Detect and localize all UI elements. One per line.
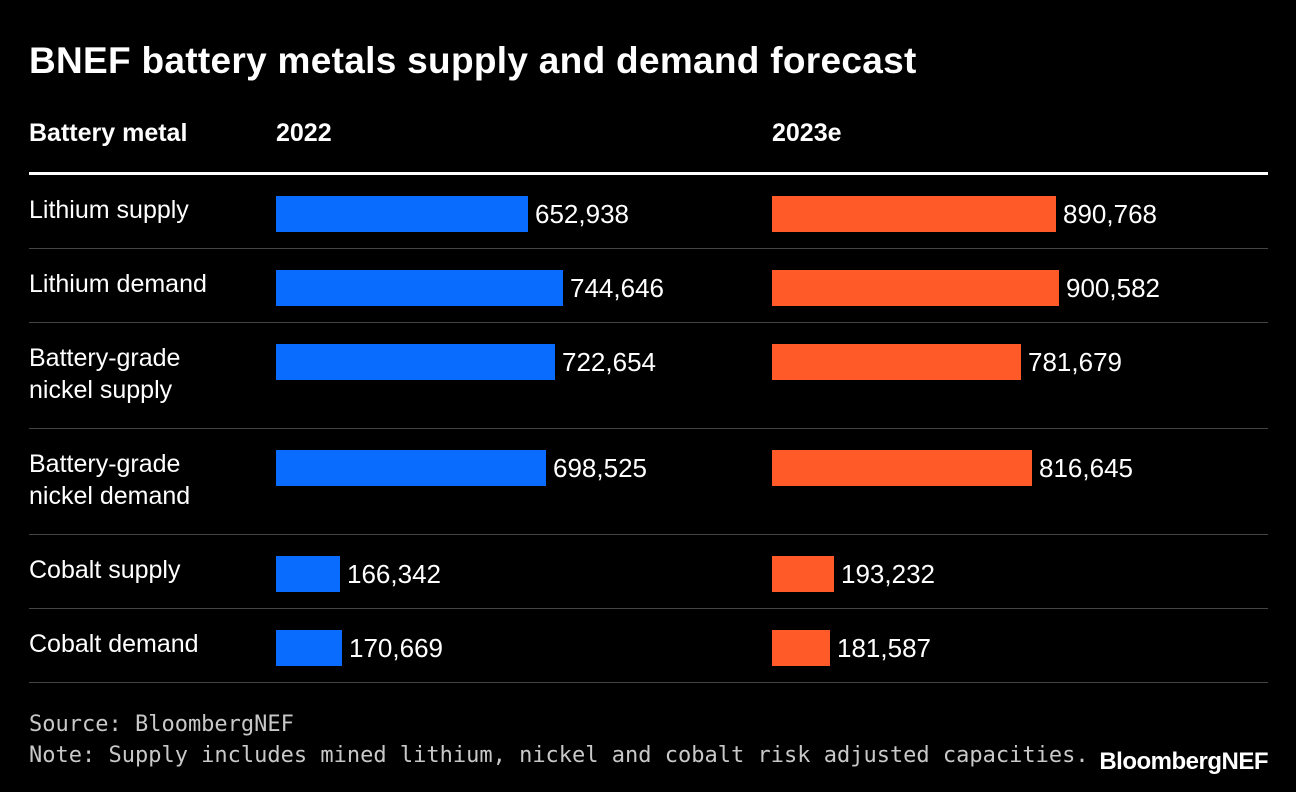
- header-2022: 2022: [276, 119, 332, 147]
- value-label-2022: 722,654: [562, 347, 656, 377]
- value-label-2022: 170,669: [349, 633, 443, 663]
- value-label-2022: 698,525: [553, 453, 647, 483]
- value-label-2023e: 181,587: [837, 633, 931, 663]
- header-rule: [29, 172, 1268, 175]
- header-2023e: 2023e: [772, 119, 842, 147]
- bloombergnef-logo: BloombergNEF: [1099, 748, 1268, 775]
- note-text: Note: Supply includes mined lithium, nic…: [29, 743, 1089, 768]
- value-label-2023e: 900,582: [1066, 273, 1160, 303]
- value-label-2022: 166,342: [347, 559, 441, 589]
- row-label: Cobalt supply: [29, 556, 181, 584]
- header-battery-metal: Battery metal: [29, 119, 188, 147]
- bar-2023e: [772, 344, 1021, 380]
- bar-2022: [276, 556, 340, 592]
- bar-2022: [276, 630, 342, 666]
- bar-2023e: [772, 450, 1032, 486]
- source-text: Source: BloombergNEF: [29, 712, 294, 737]
- bar-2023e: [772, 630, 830, 666]
- row-label: Lithium demand: [29, 270, 207, 298]
- row-label: Battery-grade nickel supply: [29, 344, 181, 404]
- value-label-2023e: 781,679: [1028, 347, 1122, 377]
- bar-2022: [276, 450, 546, 486]
- row-divider: [29, 608, 1268, 609]
- value-label-2023e: 890,768: [1063, 199, 1157, 229]
- value-label-2022: 652,938: [535, 199, 629, 229]
- bar-2022: [276, 196, 528, 232]
- chart-title: BNEF battery metals supply and demand fo…: [29, 40, 917, 81]
- value-label-2023e: 816,645: [1039, 453, 1133, 483]
- row-label: Lithium supply: [29, 196, 189, 224]
- bar-2022: [276, 344, 555, 380]
- row-divider: [29, 322, 1268, 323]
- value-label-2023e: 193,232: [841, 559, 935, 589]
- row-divider: [29, 248, 1268, 249]
- bar-2023e: [772, 270, 1059, 306]
- bar-2023e: [772, 556, 834, 592]
- row-divider: [29, 682, 1268, 683]
- bar-2022: [276, 270, 563, 306]
- row-label: Battery-grade nickel demand: [29, 450, 191, 510]
- value-label-2022: 744,646: [570, 273, 664, 303]
- source-note: Source: BloombergNEF Note: Supply includ…: [29, 709, 1089, 771]
- row-divider: [29, 534, 1268, 535]
- bar-2023e: [772, 196, 1056, 232]
- row-label: Cobalt demand: [29, 630, 199, 658]
- row-divider: [29, 428, 1268, 429]
